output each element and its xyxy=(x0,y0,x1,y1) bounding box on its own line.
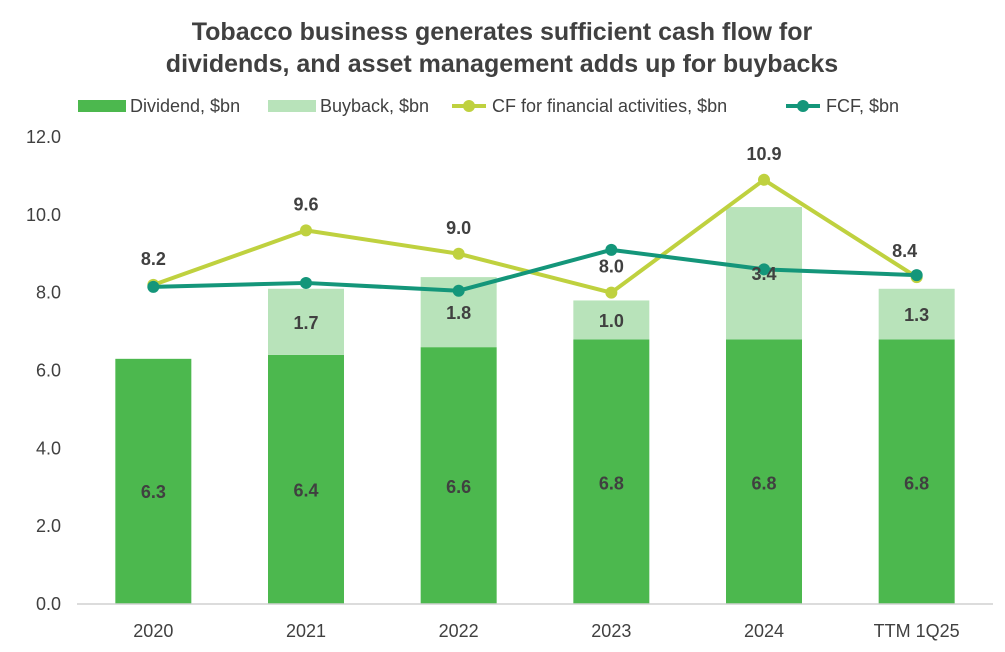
bar-data-label: 1.0 xyxy=(599,311,624,331)
bar-data-label: 6.8 xyxy=(599,473,624,493)
bar-data-label: 3.4 xyxy=(751,264,776,284)
bar-data-label: 1.7 xyxy=(293,313,318,333)
point-cf-financial xyxy=(300,224,312,237)
bar-data-label: 6.3 xyxy=(141,482,166,502)
bar-dividend xyxy=(573,339,650,604)
line-data-label: 8.4 xyxy=(892,241,917,261)
x-tick-label: TTM 1Q25 xyxy=(874,621,960,641)
point-fcf xyxy=(300,276,312,289)
x-tick-label: 2021 xyxy=(286,621,326,641)
bar-buyback xyxy=(268,288,344,355)
point-fcf xyxy=(147,280,160,293)
bar-data-label: 6.4 xyxy=(293,480,318,500)
bar-dividend xyxy=(878,339,955,604)
bar-data-label: 1.3 xyxy=(904,305,929,325)
bar-dividend xyxy=(420,347,497,604)
y-tick-label: 12.0 xyxy=(26,127,61,147)
point-fcf xyxy=(605,243,618,256)
y-tick-label: 4.0 xyxy=(36,438,61,458)
y-tick-label: 6.0 xyxy=(36,361,61,381)
line-cf-financial xyxy=(152,177,918,295)
bar-data-label: 6.8 xyxy=(751,473,776,493)
bar-data-label: 6.6 xyxy=(446,477,471,497)
bar-dividend xyxy=(115,358,192,604)
bar-dividend xyxy=(268,354,344,604)
chart-title-line-2: dividends, and asset management adds up … xyxy=(166,50,838,78)
line-fcf xyxy=(153,247,917,293)
point-fcf xyxy=(758,263,770,276)
bar-buyback xyxy=(573,300,650,340)
line-data-label: 9.6 xyxy=(293,194,318,214)
line-data-label: 8.2 xyxy=(141,249,166,269)
bar-dividend xyxy=(726,339,802,604)
point-fcf xyxy=(910,269,923,282)
line-data-label: 9.0 xyxy=(446,218,471,238)
y-axis: 0.0 2.0 4.0 6.0 8.0 10.0 12.0 xyxy=(26,127,61,614)
x-tick-label: 2020 xyxy=(133,621,173,641)
bar-data-label: 1.8 xyxy=(446,303,471,323)
legend-swatch xyxy=(78,100,126,112)
bar-buyback xyxy=(878,288,955,340)
chart-title-line-1: Tobacco business generates sufficient ca… xyxy=(192,18,813,46)
x-tick-label: 2023 xyxy=(591,621,631,641)
legend-marker xyxy=(797,100,809,112)
y-tick-label: 10.0 xyxy=(26,205,61,225)
lines xyxy=(147,173,923,299)
bars xyxy=(115,207,955,604)
legend-label: CF for financial activities, $bn xyxy=(492,96,727,116)
point-cf-financial xyxy=(758,173,770,186)
point-fcf xyxy=(452,284,465,297)
data-labels: 6.3 6.4 6.6 6.8 6.8 6.8 1.7 1.8 1.0 3.4 1.3 8.2 9.6 9… xyxy=(141,144,929,502)
legend-label: Buyback, $bn xyxy=(320,96,429,116)
legend-label: FCF, $bn xyxy=(826,96,899,116)
bar-data-label: 6.8 xyxy=(904,473,929,493)
x-axis: 2020 2021 2022 2023 2024 TTM 1Q25 xyxy=(77,603,993,641)
x-tick-label: 2024 xyxy=(744,621,784,641)
legend: Dividend, $bn Buyback, $bn CF for financia… xyxy=(78,96,899,116)
legend-swatch xyxy=(268,100,316,112)
y-tick-label: 8.0 xyxy=(36,283,61,303)
y-tick-label: 2.0 xyxy=(36,516,61,536)
legend-label: Dividend, $bn xyxy=(130,96,240,116)
line-data-label: 8.0 xyxy=(599,257,624,277)
point-cf-financial xyxy=(452,247,465,260)
y-tick-label: 0.0 xyxy=(36,594,61,614)
legend-marker xyxy=(463,100,475,112)
point-cf-financial xyxy=(605,286,618,299)
line-data-label: 10.9 xyxy=(746,144,781,164)
x-tick-label: 2022 xyxy=(439,621,479,641)
